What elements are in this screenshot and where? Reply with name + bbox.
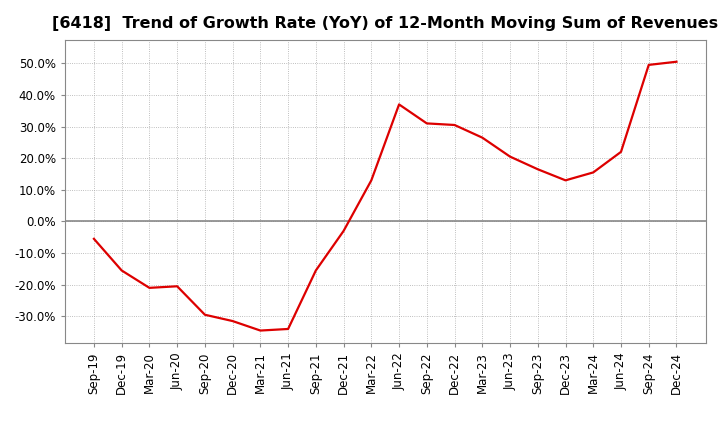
Title: [6418]  Trend of Growth Rate (YoY) of 12-Month Moving Sum of Revenues: [6418] Trend of Growth Rate (YoY) of 12-… bbox=[52, 16, 719, 32]
